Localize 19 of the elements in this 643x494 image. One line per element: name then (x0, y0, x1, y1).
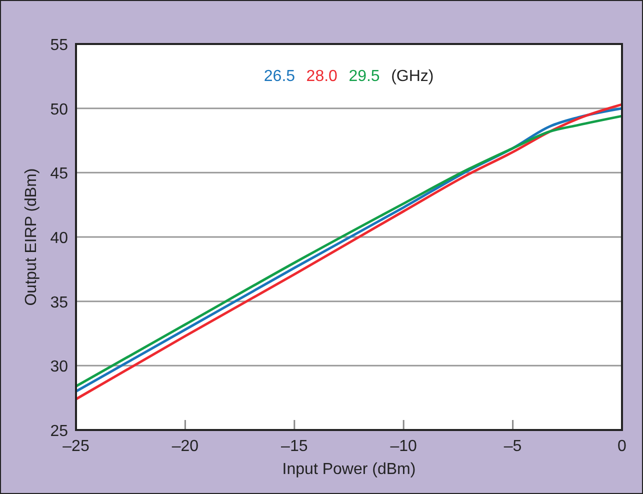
y-tick-label: 45 (50, 166, 68, 183)
y-tick-label: 55 (50, 37, 68, 54)
y-tick-label: 40 (50, 230, 68, 247)
x-tick-label: 0 (618, 438, 627, 455)
x-tick-label: –25 (62, 438, 90, 455)
y-tick-label: 50 (50, 101, 68, 118)
x-tick-label: –10 (390, 438, 418, 455)
y-axis-title: Output EIRP (dBm) (23, 168, 40, 306)
x-tick-label: –20 (172, 438, 199, 455)
text: 26.5 (264, 68, 296, 85)
text: 29.5 (348, 68, 380, 85)
y-tick-label: 30 (50, 358, 68, 376)
x-axis-title: Input Power (dBm) (282, 461, 416, 478)
y-tick-label: 25 (50, 423, 68, 440)
x-tick-label: –5 (504, 438, 522, 455)
text: 28.0 (306, 68, 338, 85)
legend-title: (GHz) (391, 68, 434, 85)
y-tick-label: 35 (50, 294, 68, 312)
x-tick-label: –15 (281, 438, 308, 455)
